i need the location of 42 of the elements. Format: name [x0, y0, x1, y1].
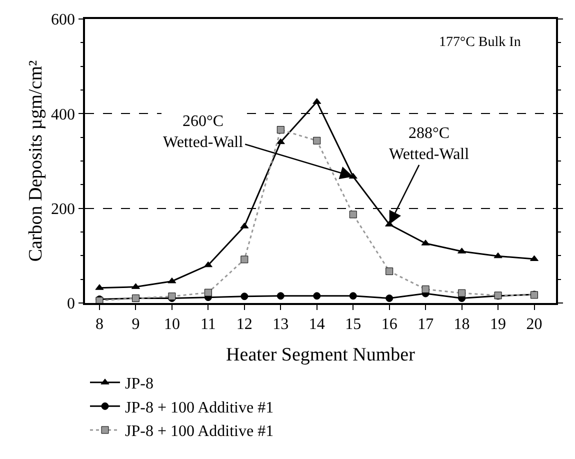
- legend-label: JP-8: [125, 376, 154, 393]
- point: [204, 288, 212, 296]
- point: [422, 286, 430, 294]
- legend-label: JP-8 + 100 Additive #1: [125, 423, 274, 440]
- x-tick-label: 14: [308, 316, 325, 333]
- x-tick-label: 17: [418, 316, 434, 333]
- point: [204, 261, 212, 268]
- point: [276, 138, 285, 144]
- x-tick-label: 12: [236, 316, 252, 333]
- point: [458, 289, 466, 297]
- point: [240, 292, 248, 300]
- point: [313, 292, 321, 300]
- y-tick-label: 400: [51, 106, 76, 124]
- point: [276, 126, 284, 134]
- x-tick-label: 20: [526, 316, 542, 333]
- point: [386, 268, 394, 276]
- y-axis-title: Carbon Deposits µgm/cm²: [25, 60, 46, 262]
- point: [240, 256, 248, 264]
- annotation: 177°C Bulk In: [439, 35, 521, 50]
- annotation: 288°C Wetted-Wall: [389, 125, 470, 163]
- x-tick-label: 15: [345, 316, 362, 333]
- x-tick-label: 10: [164, 316, 180, 333]
- y-tick-label: 200: [51, 200, 76, 218]
- x-tick-label: 9: [132, 316, 140, 333]
- x-tick-label: 11: [200, 316, 216, 333]
- x-tick-label: 13: [272, 316, 289, 333]
- point: [313, 136, 321, 144]
- x-tick-label: 8: [95, 316, 104, 333]
- annotation: 260°C Wetted-Wall: [163, 113, 244, 151]
- x-axis-title: Heater Segment Number: [226, 344, 416, 366]
- point: [168, 277, 176, 284]
- y-tick-label: 600: [51, 12, 76, 29]
- x-tick-label: 19: [490, 316, 506, 333]
- point: [494, 252, 502, 258]
- point: [349, 292, 357, 300]
- y-tick-label: 0: [67, 296, 76, 313]
- x-tick-label: 16: [381, 316, 398, 333]
- x-tick-label: 18: [454, 316, 470, 333]
- point: [386, 294, 394, 302]
- point: [276, 292, 284, 300]
- point: [349, 210, 357, 218]
- legend-label: JP-8 + 100 Additive #1: [125, 399, 274, 416]
